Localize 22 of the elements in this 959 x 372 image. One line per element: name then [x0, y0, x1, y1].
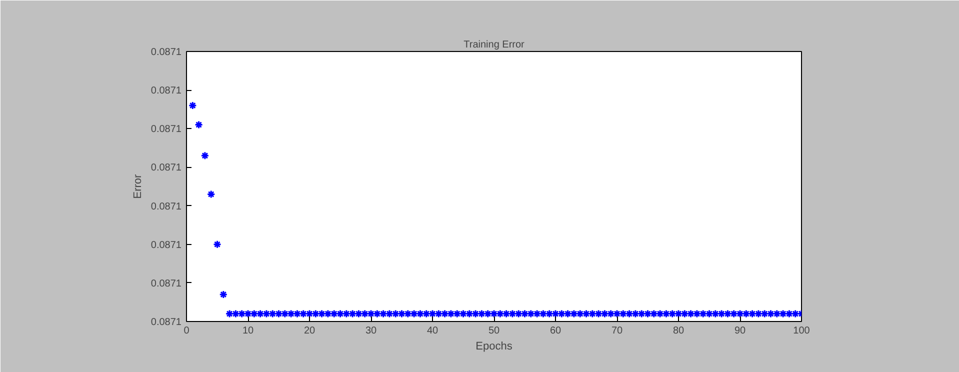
y-tick-label: 0.0871: [150, 124, 182, 136]
x-axis-title: Epochs: [476, 340, 513, 352]
y-tick-label: 0.0871: [150, 201, 182, 212]
x-tick-label: 90: [734, 326, 746, 336]
x-tick-label: 70: [611, 326, 623, 336]
y-tick-label: 0.0871: [150, 278, 182, 290]
x-tick-label: 30: [365, 326, 377, 336]
y-tick-label: 0.0871: [150, 317, 182, 328]
chart-title: Training Error: [464, 40, 526, 50]
x-tick-label: 10: [242, 326, 254, 336]
y-axis-title: Error: [132, 174, 144, 199]
x-tick-label: 100: [793, 326, 810, 336]
x-tick-label: 60: [550, 326, 562, 336]
y-tick-label: 0.0871: [150, 47, 182, 58]
y-tick-label: 0.0871: [150, 162, 182, 174]
y-tick-label: 0.0871: [150, 240, 182, 251]
y-tick-label: 0.0871: [150, 86, 182, 97]
x-tick-label: 20: [304, 326, 316, 336]
x-tick-label: 40: [426, 326, 438, 336]
x-tick-label: 50: [488, 326, 500, 336]
x-tick-label: 0: [184, 326, 190, 336]
x-tick-label: 80: [672, 326, 684, 336]
